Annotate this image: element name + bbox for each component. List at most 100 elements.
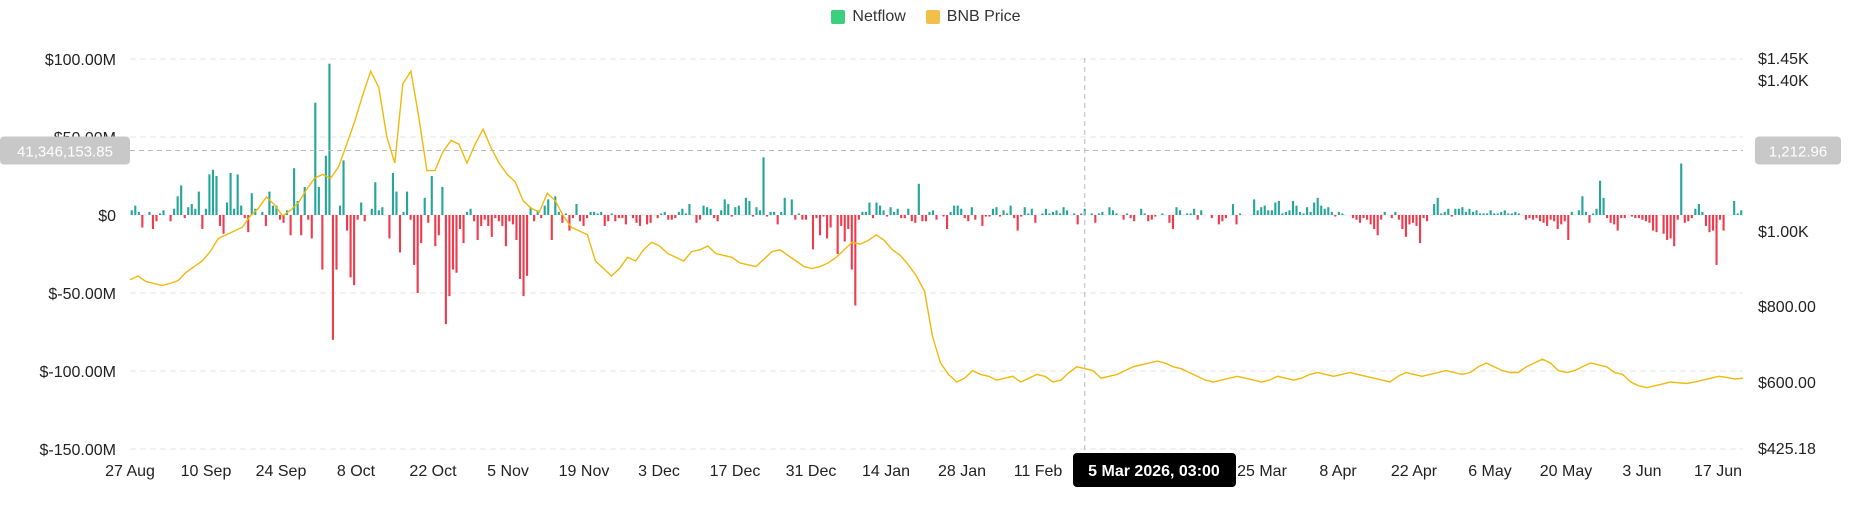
netflow-bar bbox=[1111, 210, 1115, 215]
netflow-bar bbox=[780, 211, 783, 215]
netflow-bar bbox=[1662, 215, 1665, 234]
netflow-bar bbox=[1496, 213, 1499, 215]
x-tick-label: 3 Jun bbox=[1622, 463, 1661, 480]
netflow-bar bbox=[815, 215, 818, 219]
legend-item-netflow[interactable]: Netflow bbox=[831, 8, 906, 26]
netflow-bar bbox=[1150, 215, 1153, 220]
netflow-bar bbox=[981, 215, 984, 226]
netflow-bar bbox=[515, 215, 518, 240]
netflow-bar bbox=[1454, 208, 1457, 215]
netflow-bar bbox=[1051, 211, 1055, 215]
netflow-bar bbox=[1443, 211, 1446, 215]
netflow-bar bbox=[674, 215, 677, 219]
netflow-bar bbox=[240, 205, 243, 215]
netflow-bar bbox=[271, 205, 275, 215]
netflow-bar bbox=[1468, 208, 1471, 215]
netflow-bar bbox=[871, 215, 875, 219]
netflow-bar bbox=[1073, 213, 1076, 215]
netflow-bar bbox=[1418, 215, 1422, 244]
netflow-bar bbox=[1090, 213, 1093, 215]
netflow-bar bbox=[638, 215, 642, 226]
netflow-bar bbox=[151, 215, 155, 230]
netflow-bar bbox=[1196, 215, 1199, 220]
netflow-bars bbox=[130, 63, 1743, 340]
netflow-bar bbox=[483, 215, 486, 220]
netflow-bar bbox=[1563, 215, 1566, 222]
netflow-bar bbox=[148, 211, 151, 215]
netflow-bar bbox=[1238, 213, 1242, 215]
netflow-bar bbox=[578, 215, 582, 222]
netflow-bar bbox=[1260, 207, 1263, 215]
netflow-bar bbox=[826, 215, 829, 239]
netflow-bar bbox=[247, 215, 250, 233]
netflow-bar bbox=[681, 208, 684, 215]
netflow-bar bbox=[910, 215, 913, 222]
legend-item-price[interactable]: BNB Price bbox=[925, 8, 1021, 26]
netflow-bar bbox=[1711, 215, 1715, 231]
netflow-bar bbox=[706, 207, 709, 215]
left-axis: $100.00M$50.00M$0$-50.00M$-100.00M$-150.… bbox=[40, 52, 117, 459]
x-axis: 27 Aug 10 Sep 24 Sep 8 Oct 22 Oct 5 Nov 19 Nov… bbox=[105, 463, 1742, 480]
netflow-bar bbox=[720, 210, 723, 215]
netflow-bar bbox=[204, 208, 207, 215]
netflow-bar bbox=[310, 215, 313, 239]
netflow-bar bbox=[1690, 215, 1693, 219]
netflow-bar bbox=[1401, 215, 1404, 230]
x-tick-label: 31 Dec bbox=[786, 463, 837, 480]
netflow-bar bbox=[586, 215, 589, 219]
netflow-bar bbox=[1298, 211, 1302, 215]
netflow-bar bbox=[801, 215, 804, 220]
x-tick-label: 22 Apr bbox=[1391, 463, 1438, 480]
netflow-bar bbox=[1281, 213, 1284, 215]
netflow-bar bbox=[748, 200, 751, 215]
price-line bbox=[129, 69, 1744, 389]
netflow-bar bbox=[1062, 207, 1065, 215]
netflow-bar bbox=[1044, 208, 1047, 215]
netflow-bar bbox=[173, 208, 176, 215]
netflow-bar bbox=[391, 172, 395, 215]
netflow-bar bbox=[236, 174, 239, 215]
x-tick-label: 3 Dec bbox=[638, 463, 680, 480]
netflow-bar bbox=[1235, 215, 1238, 225]
netflow-bar bbox=[804, 215, 807, 220]
netflow-bar bbox=[1351, 215, 1355, 219]
netflow-bar bbox=[698, 215, 702, 220]
netflow-bar bbox=[1066, 210, 1069, 215]
netflow-bar bbox=[963, 215, 966, 219]
netflow-bar bbox=[1171, 215, 1175, 230]
x-tick-label: 8 Apr bbox=[1319, 463, 1357, 480]
netflow-bar bbox=[1217, 215, 1220, 225]
netflow-bar bbox=[1623, 215, 1626, 219]
netflow-bar bbox=[931, 210, 935, 215]
netflow-bar bbox=[967, 215, 970, 222]
netflow-bar bbox=[1570, 211, 1573, 215]
netflow-bar bbox=[1323, 208, 1326, 215]
netflow-bar bbox=[360, 202, 363, 215]
netflow-bar bbox=[557, 211, 560, 215]
netflow-bar bbox=[1122, 215, 1125, 220]
netflow-bar bbox=[1676, 215, 1679, 220]
netflow-bar bbox=[197, 191, 200, 215]
netflow-bar bbox=[1535, 215, 1538, 219]
netflow-bar bbox=[190, 204, 193, 215]
netflow-bar bbox=[1023, 207, 1026, 215]
netflow-bar bbox=[811, 215, 815, 250]
netflow-bar bbox=[1048, 213, 1051, 215]
netflow-bar bbox=[723, 199, 726, 215]
netflow-bar bbox=[1383, 211, 1386, 215]
netflow-bar bbox=[501, 215, 504, 226]
netflow-bar bbox=[1415, 215, 1418, 226]
netflow-bar bbox=[684, 213, 687, 215]
left-tick-label: $-50.00M bbox=[48, 286, 116, 303]
netflow-bar bbox=[737, 205, 740, 215]
x-tick-label: 10 Sep bbox=[181, 463, 232, 480]
netflow-bar bbox=[589, 211, 592, 215]
netflow-bar bbox=[953, 205, 956, 215]
netflow-bar bbox=[1577, 210, 1580, 215]
netflow-bar bbox=[1076, 215, 1079, 225]
netflow-bar bbox=[956, 205, 959, 215]
netflow-bar bbox=[1115, 213, 1118, 215]
netflow-bar bbox=[1284, 211, 1287, 215]
netflow-bar bbox=[1651, 215, 1655, 231]
